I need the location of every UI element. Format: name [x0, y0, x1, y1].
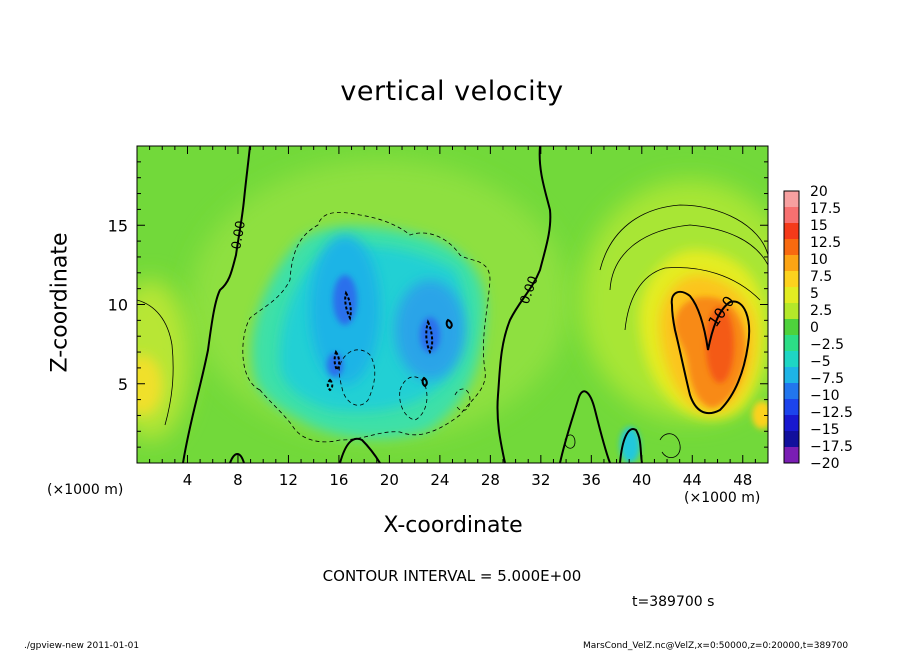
y-tick-label: 5 [118, 375, 128, 394]
colorbar-swatch [784, 399, 799, 416]
chart-title: vertical velocity [340, 76, 564, 107]
y-tick-label: 10 [108, 296, 128, 315]
x-axis-label: X-coordinate [383, 513, 523, 538]
colorbar-label: 7.5 [810, 269, 832, 285]
colorbar-swatch [784, 255, 799, 272]
y-tick-label: 15 [108, 216, 128, 235]
colorbar-label: −17.5 [810, 439, 853, 455]
colorbar-label: 0 [810, 320, 819, 336]
x-tick-label: 24 [430, 471, 449, 489]
contour-interval: CONTOUR INTERVAL = 5.000E+00 [322, 567, 582, 585]
colorbar-swatch [784, 191, 799, 208]
colorbar-label: 2.5 [810, 303, 832, 319]
colorbar-swatch [784, 383, 799, 400]
colorbar-frame [783, 190, 800, 464]
colorbar-swatch [784, 447, 799, 464]
colorbar-label: −5 [810, 354, 831, 370]
contour-lines [137, 146, 768, 463]
colorbar-swatch [784, 239, 799, 256]
colorbar-swatch [784, 367, 799, 384]
x-tick-label: 8 [233, 471, 243, 489]
colorbar-label: −12.5 [810, 405, 853, 421]
x-tick-label: 44 [683, 471, 702, 489]
time-label: t=389700 s [632, 594, 715, 610]
velocity-field [137, 146, 768, 463]
colorbar-swatch [784, 415, 799, 432]
footer-right: MarsCond_VelZ.nc@VelZ,x=0:50000,z=0:2000… [583, 641, 849, 651]
y-axis: 5 10 15 [108, 161, 768, 448]
colorbar-swatch [784, 303, 799, 320]
colorbar-swatch [784, 335, 799, 352]
colorbar-label: 20 [810, 184, 828, 200]
x-tick-label: 32 [531, 471, 550, 489]
colorbar-label: 17.5 [810, 201, 841, 217]
colorbar-swatch [784, 207, 799, 224]
colorbar-label: 5 [810, 286, 819, 302]
y-unit-label: (×1000 m) [684, 490, 761, 506]
y-axis-label: Z-coordinate [47, 232, 73, 373]
colorbar-swatch [784, 431, 799, 448]
x-tick-label: 28 [481, 471, 500, 489]
x-tick-label: 12 [279, 471, 298, 489]
x-tick-label: 4 [183, 471, 193, 489]
colorbar-label: −7.5 [810, 371, 844, 387]
colorbar-swatch [784, 319, 799, 336]
colorbar-swatch [784, 287, 799, 304]
x-tick-label: 48 [733, 471, 752, 489]
x-unit-label: (×1000 m) [47, 482, 124, 498]
colorbar-label: 12.5 [810, 235, 841, 251]
contour-label: 0.00 [229, 220, 249, 251]
colorbar: 2017.51512.5107.552.50−2.5−5−7.5−10−12.5… [783, 184, 853, 472]
colorbar-label: 15 [810, 218, 828, 234]
colorbar-label: −10 [810, 388, 840, 404]
x-tick-label: 36 [582, 471, 601, 489]
x-tick-label: 16 [329, 471, 348, 489]
x-tick-label: 20 [380, 471, 399, 489]
colorbar-swatch [784, 271, 799, 288]
x-tick-label: 40 [632, 471, 651, 489]
footer-left: ./gpview-new 2011-01-01 [24, 641, 140, 651]
colorbar-label: −15 [810, 422, 840, 438]
x-axis: 4 8 12 16 20 24 28 32 36 40 44 48 [149, 146, 756, 489]
colorbar-swatch [784, 351, 799, 368]
colorbar-label: −2.5 [810, 337, 844, 353]
colorbar-label: 10 [810, 252, 828, 268]
colorbar-swatch [784, 223, 799, 240]
colorbar-label: −20 [810, 456, 840, 472]
